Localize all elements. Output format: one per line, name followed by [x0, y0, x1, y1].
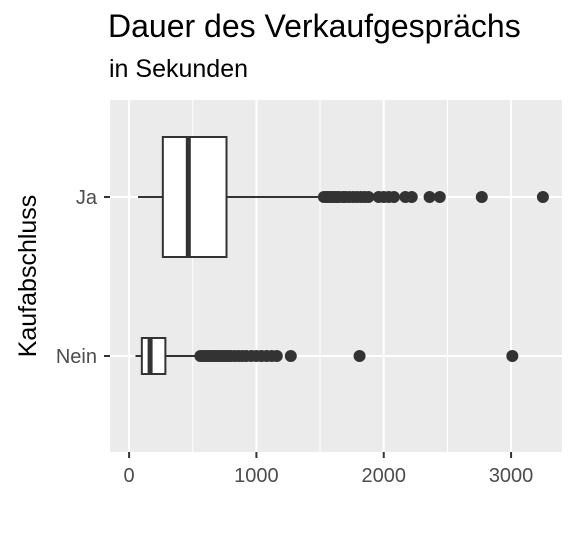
y-tick-label: Nein	[56, 346, 97, 368]
outlier-point	[284, 350, 297, 362]
outlier-point	[362, 191, 375, 203]
outlier-point	[423, 191, 436, 203]
x-tick-label: 0	[124, 465, 135, 487]
outlier-point	[353, 350, 366, 362]
chart-title: Dauer des Verkaufgesprächs	[108, 8, 521, 44]
box-group-nein	[135, 337, 519, 375]
chart-subtitle: in Sekunden	[109, 55, 249, 83]
x-tick-label: 1000	[234, 465, 279, 487]
outlier-point	[387, 191, 400, 203]
outlier-point	[475, 191, 488, 203]
axes: 0 1000 2000 3000 Ja Nein	[56, 187, 533, 487]
boxes	[135, 136, 549, 375]
outlier-point	[270, 350, 283, 362]
outlier-point	[433, 191, 446, 203]
x-tick-label: 3000	[489, 465, 534, 487]
box-iqr	[161, 136, 228, 258]
outlier-point	[536, 191, 549, 203]
outlier-point	[405, 191, 418, 203]
y-axis-title: Kaufabschluss	[14, 195, 42, 358]
box-group-ja	[138, 136, 549, 258]
box-iqr	[140, 337, 167, 375]
outlier-point	[506, 350, 519, 362]
y-tick-label: Ja	[76, 187, 98, 209]
x-tick-label: 2000	[361, 465, 406, 487]
